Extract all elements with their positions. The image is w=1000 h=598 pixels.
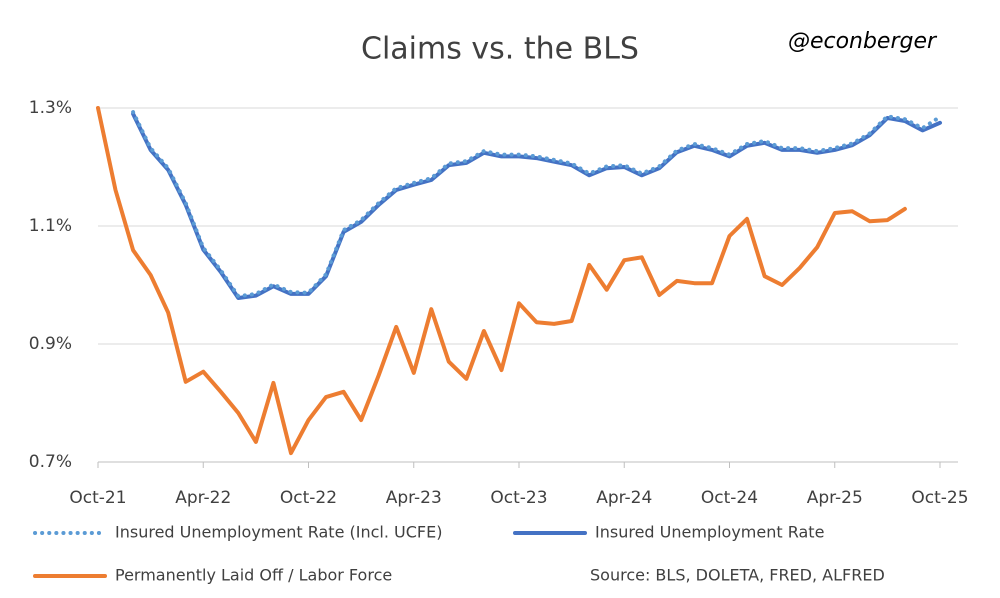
- x-tick-label: Apr-23: [386, 488, 442, 508]
- x-tick-label: Oct-23: [490, 488, 547, 508]
- legend-label: Insured Unemployment Rate (Incl. UCFE): [115, 523, 442, 542]
- source-note: Source: BLS, DOLETA, FRED, ALFRED: [590, 566, 885, 585]
- x-tick-label: Oct-21: [69, 488, 126, 508]
- y-tick-label: 0.9%: [29, 334, 72, 354]
- legend-label: Insured Unemployment Rate: [595, 523, 824, 542]
- series-line: [96, 106, 907, 456]
- y-tick-label: 0.7%: [29, 452, 72, 472]
- chart-title: Claims vs. the BLS: [361, 32, 639, 67]
- series-line: [131, 111, 942, 300]
- annotation: @econberger: [788, 29, 938, 54]
- x-tick-label: Apr-22: [175, 488, 231, 508]
- y-tick-label: 1.3%: [29, 98, 72, 118]
- legend-label: Permanently Laid Off / Labor Force: [115, 566, 392, 585]
- x-tick-label: Oct-24: [701, 488, 758, 508]
- x-tick-label: Apr-24: [596, 488, 652, 508]
- x-tick-label: Oct-22: [280, 488, 337, 508]
- x-tick-label: Oct-25: [911, 488, 968, 508]
- x-tick-label: Apr-25: [807, 488, 863, 508]
- y-tick-label: 1.1%: [29, 216, 72, 236]
